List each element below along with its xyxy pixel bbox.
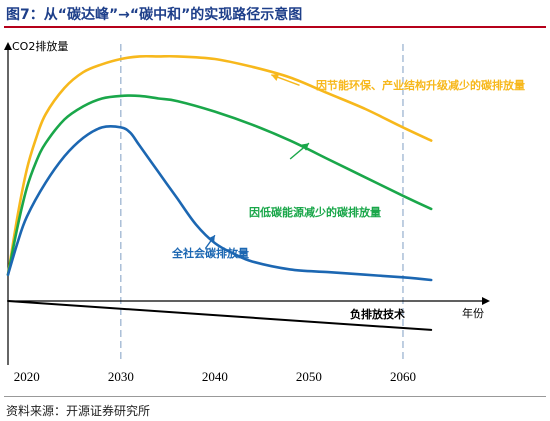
x-tick-2050: 2050 (296, 369, 322, 384)
arrowhead-total (207, 235, 215, 244)
arrowhead-energy (301, 143, 309, 151)
series-line-negative (7, 300, 433, 331)
x-axis-label: 年份 (462, 306, 484, 320)
label-negative: 负排放技术 (350, 307, 405, 321)
x-tick-labels: 2020 2030 2040 2050 2060 (14, 369, 416, 384)
label-total: 全社会碳排放量 (171, 246, 249, 260)
title-divider (4, 26, 546, 28)
label-structure: 因节能环保、产业结构升级减少的碳排放量 (316, 78, 525, 92)
series-lines (6, 54, 433, 331)
source-note: 资料来源：开源证券研究所 (6, 404, 151, 418)
label-energy: 因低碳能源减少的碳排放量 (249, 205, 381, 219)
series-line-total (6, 125, 433, 282)
x-tick-2020: 2020 (14, 369, 40, 384)
x-tick-2060: 2060 (390, 369, 416, 384)
series-line-energy (6, 94, 433, 276)
figure-title: 图7：从“碳达峰”→“碳中和”的实现路径示意图 (6, 7, 303, 23)
reference-lines (120, 44, 404, 360)
x-tick-2030: 2030 (108, 369, 134, 384)
arrowhead-structure (271, 73, 280, 82)
y-axis-label: CO2排放量 (12, 39, 68, 53)
series-labels: 因节能环保、产业结构升级减少的碳排放量因低碳能源减少的碳排放量全社会碳排放量负排… (171, 73, 525, 321)
series-line-structure (6, 54, 433, 276)
footer-divider (4, 396, 546, 397)
x-tick-2040: 2040 (202, 369, 228, 384)
